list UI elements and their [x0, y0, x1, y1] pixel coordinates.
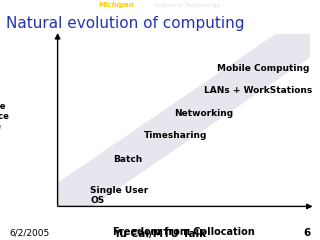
- Text: School of Technology: School of Technology: [154, 3, 220, 8]
- Text: Networking: Networking: [174, 108, 233, 118]
- Text: Natural evolution of computing: Natural evolution of computing: [6, 16, 245, 31]
- Text: Tech: Tech: [134, 2, 152, 8]
- Text: Batch: Batch: [113, 155, 142, 164]
- Text: Single User
OS: Single User OS: [91, 186, 149, 205]
- Text: Freedom from Collocation: Freedom from Collocation: [113, 227, 255, 237]
- Text: Mobile Computing: Mobile Computing: [217, 64, 309, 73]
- Text: 6: 6: [303, 228, 310, 238]
- Text: LANs + WorkStations: LANs + WorkStations: [204, 86, 312, 95]
- Text: More
Flexible
Resource
Usage: More Flexible Resource Usage: [0, 91, 9, 132]
- Text: Timesharing: Timesharing: [144, 131, 207, 140]
- Text: Yu Cai/MTU Talk: Yu Cai/MTU Talk: [113, 229, 207, 239]
- Text: Michigan: Michigan: [99, 2, 134, 8]
- Text: 6/2/2005: 6/2/2005: [10, 228, 50, 238]
